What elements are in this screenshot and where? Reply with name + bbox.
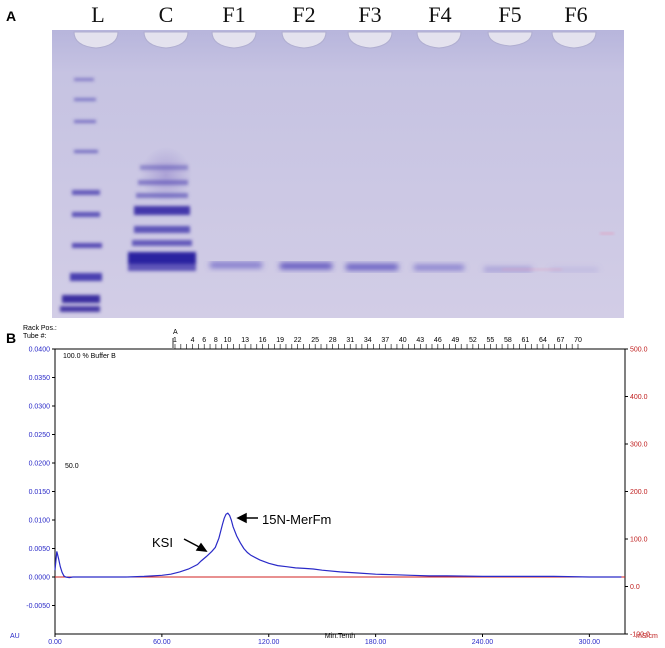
tube-number: 4 (191, 337, 195, 344)
y2-tick-label: 500.0 (630, 347, 648, 354)
tube-number: 40 (399, 337, 407, 344)
tube-number: 19 (276, 337, 284, 344)
rack-pos-label: Rack Pos.: (23, 325, 57, 332)
left-unit-label: AU (10, 633, 20, 640)
tube-number: 46 (434, 337, 442, 344)
x-tick-label: 300.00 (579, 639, 601, 646)
tube-number: 31 (346, 337, 354, 344)
lane-label-c: C (159, 2, 174, 27)
tube-number: 52 (469, 337, 477, 344)
tube-number: 34 (364, 337, 372, 344)
rack-letter: A (173, 329, 178, 336)
tube-number: 25 (311, 337, 319, 344)
peak-annotation: 15N-MerFm (262, 512, 331, 527)
ksi-arrow (183, 538, 208, 552)
absorbance-trace (54, 512, 622, 579)
tube-number: 61 (522, 337, 530, 344)
panel-b-label: B (6, 330, 17, 346)
right-unit-label: mS/cm (636, 633, 658, 640)
y-tick-label: 0.0400 (29, 347, 51, 354)
y2-tick-label: 100.0 (630, 537, 648, 544)
y-tick-label: 0.0000 (29, 575, 51, 582)
y-tick-label: 0.0150 (29, 489, 51, 496)
x-tick-label: 0.00 (48, 639, 62, 646)
y2-tick-label: 400.0 (630, 394, 648, 401)
tube-number: 10 (224, 337, 232, 344)
buffer-text: 100.0 % Buffer B (63, 353, 116, 360)
y-tick-label: 0.0300 (29, 404, 51, 411)
ksi-annotation: KSI (152, 535, 173, 550)
tube-number: 64 (539, 337, 547, 344)
gel-image: L C F1 F2 F3 F4 F5 F6 (52, 0, 624, 318)
x-tick-label: 60.00 (153, 639, 171, 646)
tube-number: 55 (486, 337, 494, 344)
lane-label-l: L (91, 2, 104, 27)
y-tick-label: -0.0050 (26, 603, 50, 610)
lane-label-f2: F2 (292, 2, 315, 27)
y2-tick-label: 200.0 (630, 489, 648, 496)
lane-label-f4: F4 (428, 2, 451, 27)
y2-tick-label: 0.0 (630, 584, 640, 591)
tube-number: 28 (329, 337, 337, 344)
lane-label-f6: F6 (564, 2, 587, 27)
lane-label-f5: F5 (498, 2, 521, 27)
y-tick-label: 0.0250 (29, 432, 51, 439)
lane-label-f1: F1 (222, 2, 245, 27)
x-tick-label: 240.00 (472, 639, 494, 646)
y-tick-label: 0.0100 (29, 518, 51, 525)
peak-arrow (236, 512, 258, 524)
x-tick-label: 120.00 (258, 639, 280, 646)
x-tick-label: 180.00 (365, 639, 387, 646)
tube-number: 22 (294, 337, 302, 344)
x-axis-label: Min.Tenth (325, 633, 355, 640)
tube-number: 67 (557, 337, 565, 344)
y2-tick-label: -100.0 (630, 632, 650, 639)
tube-number: 1 (173, 337, 177, 344)
tube-number: 16 (259, 337, 267, 344)
panel-a-label: A (6, 8, 17, 24)
lane-label-f3: F3 (358, 2, 381, 27)
y-tick-label: 0.0350 (29, 375, 51, 382)
mid-level-text: 50.0 (65, 463, 79, 470)
tube-number: 37 (381, 337, 389, 344)
sds-page-gel: L C F1 F2 F3 F4 F5 F6 (52, 0, 624, 318)
y-tick-label: 0.0050 (29, 546, 51, 553)
tube-number: 13 (241, 337, 249, 344)
tube-number: 6 (202, 337, 206, 344)
tube-number: 8 (214, 337, 218, 344)
tube-number: 70 (574, 337, 582, 344)
tube-number: 58 (504, 337, 512, 344)
y2-tick-label: 300.0 (630, 442, 648, 449)
tube-number: 43 (416, 337, 424, 344)
y-tick-label: 0.0200 (29, 461, 51, 468)
plot-frame (54, 348, 626, 635)
tube-number: 49 (451, 337, 459, 344)
chromatogram: Rack Pos.: Tube #: A 100.0 % Buffer B 50… (10, 325, 658, 646)
tube-label: Tube #: (23, 333, 47, 340)
